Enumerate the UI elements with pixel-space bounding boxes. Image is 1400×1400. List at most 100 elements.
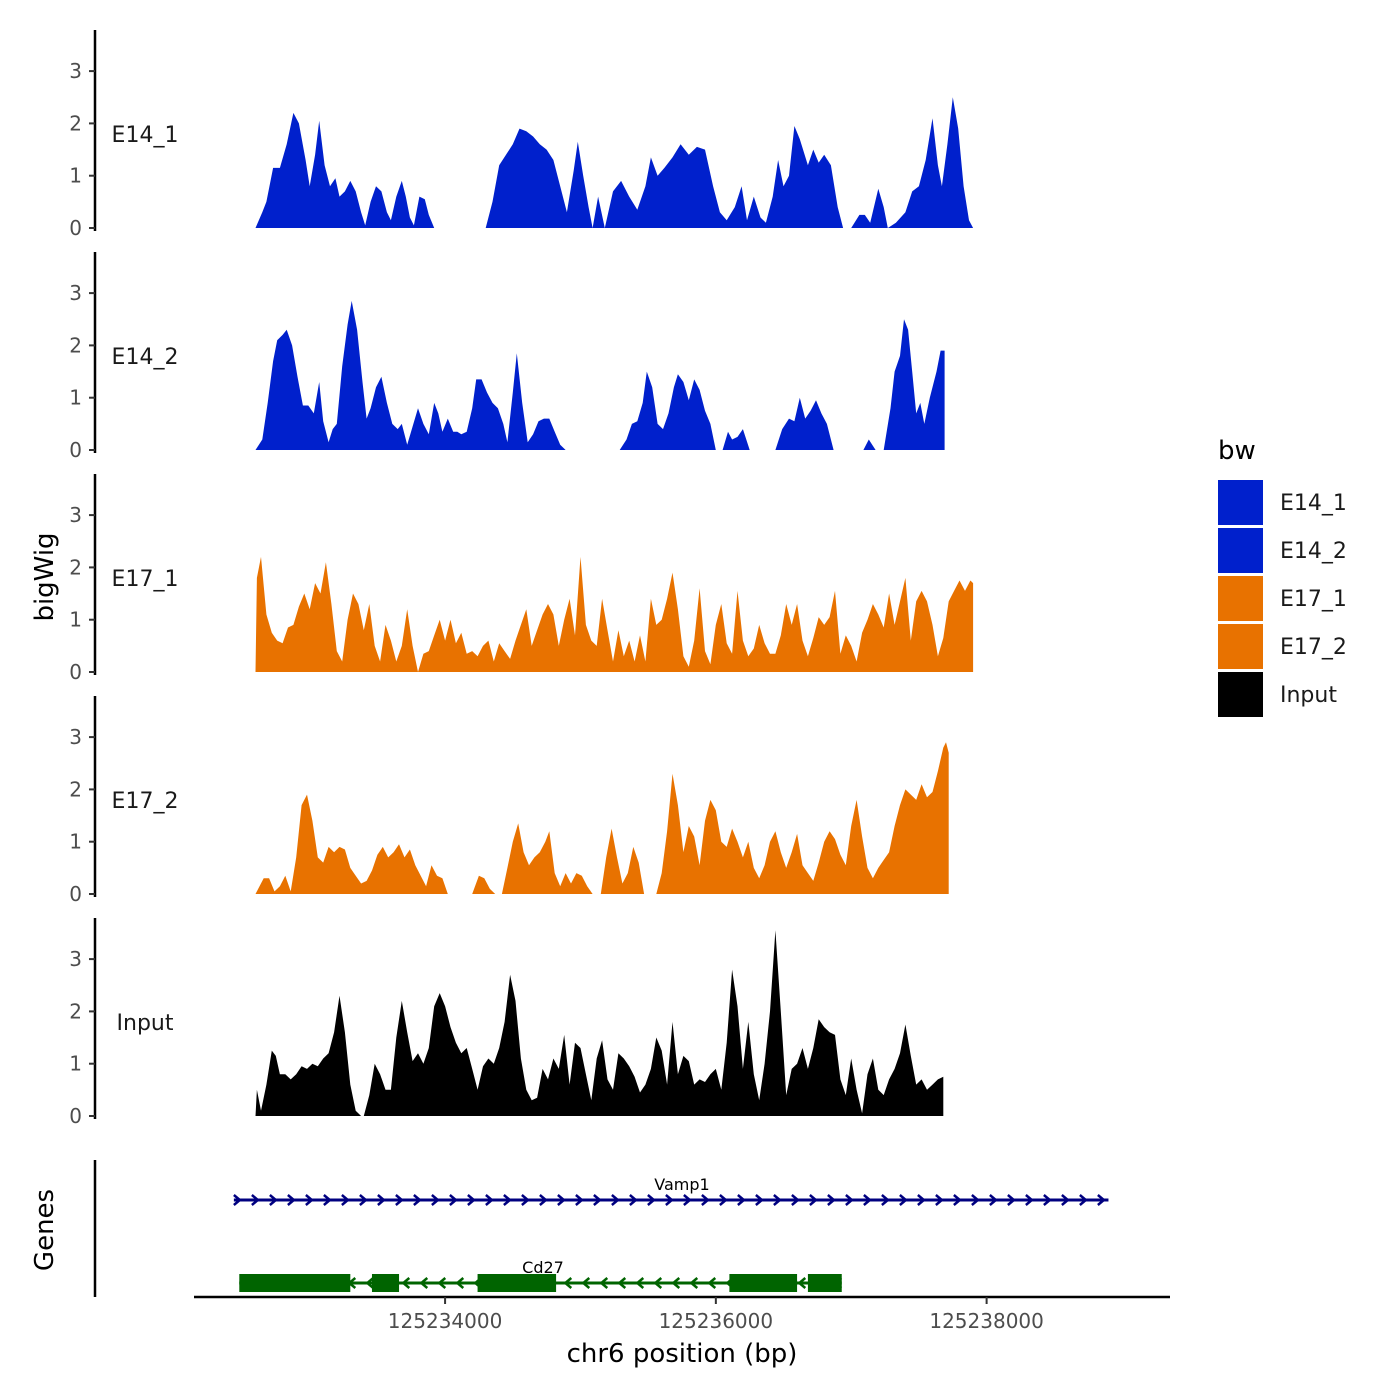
- coverage-area: [851, 97, 974, 228]
- legend-label: E17_2: [1280, 635, 1347, 660]
- y-tick-label: 3: [69, 503, 82, 527]
- strand-arrow: [539, 1194, 548, 1206]
- track-label: E14_2: [112, 345, 179, 370]
- strand-arrow: [269, 1194, 278, 1206]
- coverage-area: [255, 556, 974, 672]
- strand-arrow: [1079, 1194, 1088, 1206]
- genes-layer: Vamp1 Cd27: [93, 1160, 1109, 1297]
- track-label: E17_2: [112, 789, 179, 814]
- y-tick-label: 0: [69, 438, 82, 462]
- strand-arrow: [707, 1277, 717, 1289]
- strand-arrow: [1007, 1194, 1016, 1206]
- x-axis-title: chr6 position (bp): [567, 1339, 798, 1369]
- gene-label: Cd27: [522, 1258, 564, 1277]
- strand-arrow: [917, 1194, 926, 1206]
- tracks-layer: [255, 97, 974, 1116]
- track-label: E14_1: [112, 123, 179, 148]
- strand-arrow: [419, 1277, 429, 1289]
- track-input: [255, 930, 944, 1116]
- coverage-area: [255, 300, 566, 450]
- strand-arrow: [953, 1194, 962, 1206]
- strand-arrow: [377, 1194, 386, 1206]
- strand-arrow: [251, 1194, 260, 1206]
- y-tick-label: 1: [69, 830, 82, 854]
- strand-arrow: [485, 1194, 494, 1206]
- legend-label: E17_1: [1280, 587, 1347, 612]
- strand-arrow: [1043, 1194, 1052, 1206]
- strand-arrow: [773, 1194, 782, 1206]
- strand-arrow: [563, 1277, 573, 1289]
- legend-label: E14_1: [1280, 491, 1347, 516]
- coverage-area: [656, 742, 949, 894]
- track-label: Input: [117, 1011, 174, 1036]
- y-tick-label: 3: [69, 725, 82, 749]
- coverage-area: [775, 397, 834, 450]
- strand-arrow: [683, 1194, 692, 1206]
- strand-arrow: [287, 1194, 296, 1206]
- strand-arrow: [575, 1194, 584, 1206]
- strand-arrow: [899, 1194, 908, 1206]
- y-tick-label: 3: [69, 947, 82, 971]
- strand-arrow: [737, 1194, 746, 1206]
- legend-label: E14_2: [1280, 539, 1347, 564]
- strand-arrow: [503, 1194, 512, 1206]
- track-e14-1: [255, 97, 974, 228]
- strand-arrow: [935, 1194, 944, 1206]
- strand-arrow: [437, 1277, 447, 1289]
- strand-arrow: [359, 1194, 368, 1206]
- gene-exon: [477, 1274, 557, 1292]
- strand-arrow: [449, 1194, 458, 1206]
- strand-arrow: [845, 1194, 854, 1206]
- strand-arrow: [665, 1194, 674, 1206]
- strand-arrow: [395, 1194, 404, 1206]
- gene-exon: [729, 1274, 798, 1292]
- legend-key: [1218, 576, 1263, 621]
- x-tick-label: 125234000: [388, 1309, 503, 1333]
- gene-exon: [239, 1274, 351, 1292]
- coverage-area: [363, 930, 944, 1116]
- strand-arrow: [755, 1194, 764, 1206]
- y-tick-label: 2: [69, 333, 82, 357]
- strand-arrow: [365, 1277, 375, 1289]
- gene-exon: [371, 1274, 400, 1292]
- gene-cd27: Cd27: [239, 1258, 843, 1292]
- y-tick-label: 0: [69, 660, 82, 684]
- strand-arrow: [455, 1277, 465, 1289]
- x-tick-label: 125236000: [659, 1309, 774, 1333]
- strand-arrow: [629, 1194, 638, 1206]
- strand-arrow: [689, 1277, 699, 1289]
- strand-arrow: [863, 1194, 872, 1206]
- legend-key: [1218, 672, 1263, 717]
- strand-arrow: [521, 1194, 530, 1206]
- strand-arrow: [881, 1194, 890, 1206]
- coverage-area: [485, 126, 844, 228]
- strand-arrow: [467, 1194, 476, 1206]
- y-tick-label: 2: [69, 555, 82, 579]
- coverage-area: [722, 429, 750, 450]
- strand-arrow: [791, 1194, 800, 1206]
- strand-arrow: [323, 1194, 332, 1206]
- strand-arrow: [701, 1194, 710, 1206]
- strand-arrow: [719, 1194, 728, 1206]
- strand-arrow: [611, 1194, 620, 1206]
- strand-arrow: [635, 1277, 645, 1289]
- coverage-area: [600, 828, 645, 894]
- track-e17-2: [255, 742, 949, 894]
- coverage-area: [255, 794, 448, 894]
- coverage-area: [255, 112, 435, 228]
- coverage-area: [619, 371, 716, 450]
- legend-title: bw: [1218, 436, 1256, 466]
- strand-arrow: [557, 1194, 566, 1206]
- strand-arrow: [653, 1277, 663, 1289]
- strand-arrow: [1061, 1194, 1070, 1206]
- y-tick-label: 1: [69, 1052, 82, 1076]
- coverage-area: [863, 439, 876, 450]
- coverage-area: [255, 995, 362, 1116]
- y-tick-label: 0: [69, 216, 82, 240]
- coverage-area: [472, 875, 496, 894]
- strand-arrow: [305, 1194, 314, 1206]
- track-e14-2: [255, 300, 945, 450]
- strand-arrow: [1097, 1194, 1106, 1206]
- coverage-area: [883, 319, 945, 450]
- x-tick-label: 125238000: [929, 1309, 1044, 1333]
